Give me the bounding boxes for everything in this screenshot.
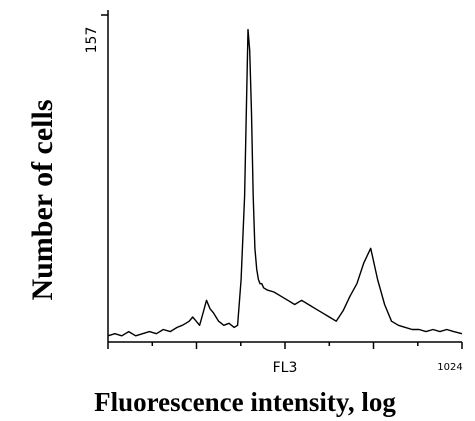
x-tick-marks — [107, 342, 463, 349]
x-axis-label: Fluorescence intensity, log — [94, 387, 396, 417]
y-axis-label: Number of cells — [26, 99, 59, 300]
histogram-series-line — [107, 28, 463, 337]
x-tick-label-end: 1024 — [437, 362, 462, 373]
x-channel-label: FL3 — [273, 360, 298, 376]
y-tick-label-max: 157 — [84, 27, 100, 54]
